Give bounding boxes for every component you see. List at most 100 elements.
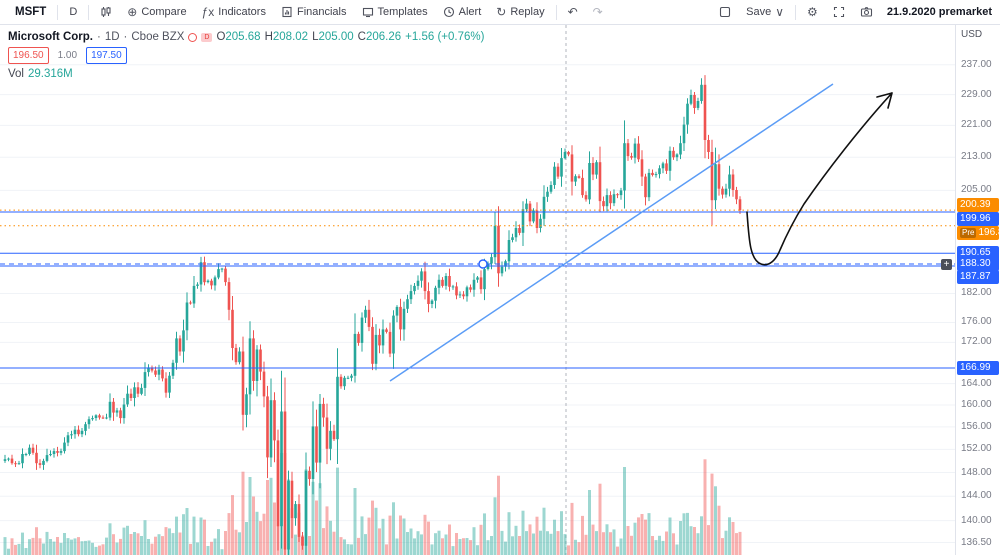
candlestick-series — [3, 75, 742, 555]
price-axis-tick: 144.00 — [961, 490, 992, 501]
premarket-chip: Pre — [960, 228, 977, 238]
exchange-label: Cboe BZX — [131, 31, 185, 43]
position-tool-row: 196.50 1.00 197.50 — [8, 47, 484, 64]
price-axis-tick: 136.50 — [961, 537, 992, 548]
price-axis-tick: 205.00 — [961, 184, 992, 195]
separator — [555, 4, 557, 20]
position-stop-price[interactable]: 196.50 — [8, 47, 49, 64]
screenshot-button[interactable] — [853, 4, 880, 20]
price-axis-tick: 213.00 — [961, 151, 992, 162]
drawing-horizontal-lines — [0, 209, 955, 369]
interval-label: 1D — [104, 31, 120, 43]
high-value: 208.02 — [272, 31, 309, 43]
datetime-label: 21.9.2020 premarket — [886, 6, 992, 18]
price-badge: 190.65 — [957, 246, 999, 260]
chart-type-button[interactable] — [93, 4, 119, 20]
legend-row-main[interactable]: Microsoft Corp. · 1D · Cboe BZX D O205.6… — [8, 31, 484, 43]
redo-button[interactable]: ↷ — [586, 4, 610, 20]
indicators-button[interactable]: ƒx Indicators — [195, 3, 273, 21]
compare-button[interactable]: ⊕ Compare — [120, 3, 193, 21]
price-axis-tick: 152.00 — [961, 443, 992, 454]
price-axis-tick: 140.00 — [961, 515, 992, 526]
save-button[interactable]: Save ∨ — [739, 3, 791, 21]
dot-separator: · — [123, 31, 128, 43]
redo-icon: ↷ — [592, 5, 603, 19]
dot-separator: · — [96, 31, 101, 43]
compare-icon: ⊕ — [127, 5, 138, 19]
price-axis-tick: 237.00 — [961, 59, 992, 70]
volume-row[interactable]: Vol 29.316M — [8, 68, 484, 80]
save-label: Save — [746, 6, 772, 18]
hand-drawn-arrow[interactable] — [746, 92, 893, 266]
alert-button[interactable]: Alert — [436, 3, 489, 21]
open-value: 205.68 — [225, 31, 261, 43]
drawing-anchor-point[interactable] — [478, 259, 488, 269]
undo-button[interactable]: ↶ — [561, 4, 585, 20]
interval-button[interactable]: D — [62, 3, 84, 21]
indicators-icon: ƒx — [201, 5, 215, 19]
settings-button[interactable]: ⚙ — [800, 4, 825, 20]
alert-clock-icon — [443, 6, 454, 18]
toolbar-left: MSFT D ⊕ Compare ƒx Indicators — [8, 3, 610, 21]
templates-label: Templates — [377, 6, 428, 18]
financials-label: Financials — [296, 6, 347, 18]
price-badge: 187.87 — [957, 270, 999, 284]
add-alert-plus-button[interactable]: + — [941, 259, 952, 270]
price-axis-tick: 164.00 — [961, 378, 992, 389]
gear-icon: ⚙ — [807, 5, 818, 19]
undo-icon: ↶ — [567, 5, 578, 19]
templates-icon — [362, 7, 373, 18]
financials-icon — [282, 6, 292, 18]
symbol-title: Microsoft Corp. — [8, 31, 93, 43]
price-axis-tick: 229.00 — [961, 89, 992, 100]
price-badge: 199.96 — [957, 212, 999, 226]
grid-lines — [0, 64, 955, 543]
fullscreen-button[interactable] — [826, 4, 852, 20]
chevron-down-icon: ∨ — [775, 5, 785, 19]
price-axis-tick: 221.00 — [961, 119, 992, 130]
layout-button[interactable] — [712, 4, 738, 20]
separator — [795, 4, 797, 20]
toolbar-right: Save ∨ ⚙ 21.9.2020 premarket — [712, 3, 992, 21]
templates-button[interactable]: Templates — [355, 3, 435, 21]
price-axis-tick: 148.00 — [961, 467, 992, 478]
replay-label: Replay — [510, 6, 545, 18]
position-qty[interactable]: 1.00 — [52, 47, 83, 64]
currency-label: USD — [961, 29, 983, 40]
volume-series — [3, 453, 742, 555]
high-label: H — [264, 31, 273, 43]
separator — [88, 4, 90, 20]
compare-label: Compare — [141, 6, 187, 18]
layout-icon — [720, 6, 731, 18]
price-axis-tick: 160.00 — [961, 399, 992, 410]
replay-icon: ↻ — [496, 5, 507, 19]
symbol-button[interactable]: MSFT — [8, 3, 53, 21]
price-badge: 188.30 — [957, 257, 999, 271]
volume-label: Vol — [8, 68, 24, 80]
close-label: C — [357, 31, 366, 43]
market-status-icon — [188, 32, 198, 42]
camera-icon — [860, 7, 872, 17]
price-chart[interactable] — [0, 0, 955, 555]
top-toolbar: MSFT D ⊕ Compare ƒx Indicators — [0, 0, 1000, 25]
price-badge: 200.39 — [957, 198, 999, 212]
replay-button[interactable]: ↻ Replay — [489, 3, 551, 21]
price-axis[interactable]: USD 237.00 229.00 221.00 213.00 205.00 182.00… — [955, 25, 1000, 555]
indicators-label: Indicators — [218, 6, 266, 18]
candlestick-icon — [101, 7, 111, 17]
low-value: 205.00 — [318, 31, 354, 43]
open-label: O — [216, 31, 226, 43]
change-value: +1.56 (+0.76%) — [405, 31, 485, 43]
price-axis-tick: 156.00 — [961, 421, 992, 432]
chart-legend: Microsoft Corp. · 1D · Cboe BZX D O205.6… — [8, 31, 484, 84]
price-axis-tick: 176.00 — [961, 316, 992, 327]
price-axis-tick: 182.00 — [961, 287, 992, 298]
position-target-price[interactable]: 197.50 — [86, 47, 127, 64]
alert-label: Alert — [458, 6, 482, 18]
close-value: 206.26 — [365, 31, 402, 43]
financials-button[interactable]: Financials — [274, 3, 354, 21]
price-badge: 166.99 — [957, 361, 999, 375]
trendline[interactable] — [389, 83, 834, 382]
